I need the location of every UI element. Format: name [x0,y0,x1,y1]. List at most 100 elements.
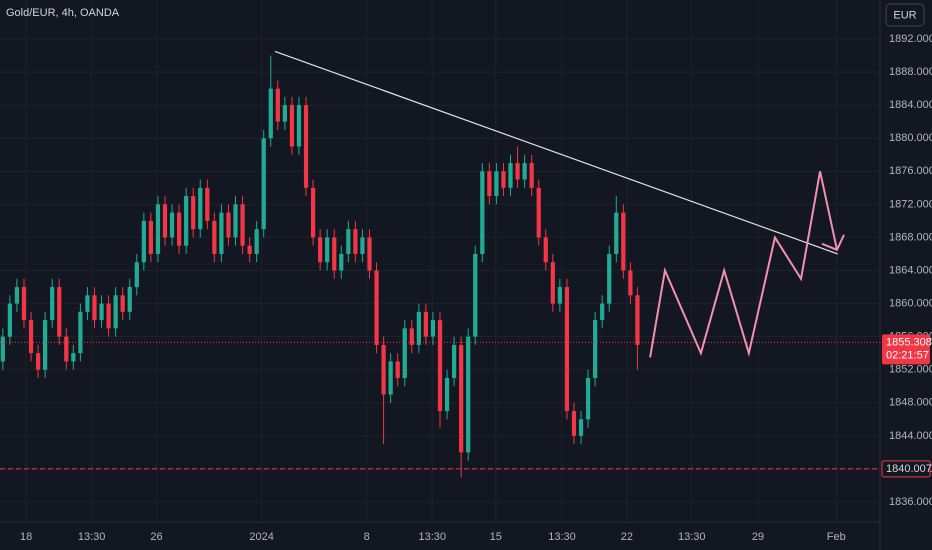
y-tick-label: 1848.000 [889,397,932,409]
candle-body [254,229,259,254]
candle-body [367,237,372,271]
last-price-label: 1855.308 [886,336,932,348]
support-price-box [881,460,931,478]
candle-body [536,187,541,238]
chart-title: Gold/EUR, 4h, OANDA [6,7,120,19]
y-tick-label: 1892.000 [889,33,932,45]
candle-body [585,377,591,420]
candle-body [621,212,626,271]
candle-body [261,138,266,230]
candle-body [515,163,520,180]
candle-body [282,105,287,122]
candle-body [444,377,450,412]
plot [0,50,880,478]
candle-body [593,320,598,378]
candle-body [21,287,27,321]
candle-body [205,187,210,221]
candle-body [388,361,393,395]
candle-body [219,212,224,254]
candle-body [430,320,436,337]
y-tick-label: 1836.000 [889,496,932,508]
candle-body [501,171,506,188]
candle-body [35,353,41,370]
x-tick-label: 13:30 [78,531,106,543]
candle-body [564,287,570,412]
candle-body [7,303,12,337]
candle-body [176,212,182,246]
candle-body [543,237,548,263]
candle-body [92,295,97,321]
candle-body [437,320,443,412]
candle-body [99,303,104,321]
candle-body [148,220,154,254]
currency-button[interactable] [885,3,925,27]
candle-body [184,196,189,246]
candle-body [78,311,83,354]
candle-body [381,344,386,395]
x-tick-label: 2024 [249,531,273,543]
support-price-label: 1840.007 [886,463,932,475]
candle-body [134,262,139,288]
candle-body [578,419,584,436]
candle-body [71,353,76,362]
forecast-arrowhead [821,234,845,252]
x-tick-label: 8 [364,531,370,543]
candle-body [303,105,309,188]
candle-body [459,344,464,453]
candle-body [480,171,485,254]
y-tick-label: 1884.000 [889,99,932,111]
candle-body [191,196,196,230]
candle-body [402,328,407,378]
x-tick-label: 22 [621,531,633,543]
axes: 1836.0001840.0001844.0001848.0001852.000… [20,33,932,543]
candle-body [64,336,69,362]
candle-body [353,229,358,254]
candle-body [247,245,252,254]
x-tick-label: 18 [20,531,32,543]
candle-body [332,237,337,271]
candle-body [14,287,20,304]
y-tick-label: 1844.000 [889,430,932,442]
candle-body [346,229,351,254]
y-tick-label: 1864.000 [889,264,932,276]
x-tick-label: 13:30 [418,531,446,543]
candle-body [233,204,238,238]
y-tick-label: 1852.000 [889,364,932,376]
candle-body [50,287,55,321]
candle-body [628,270,633,296]
candle-body [473,253,478,337]
candle-body [226,212,231,238]
forecast-path [649,171,838,358]
candle-body [451,344,457,378]
last-price-box [882,334,930,365]
candle-body [600,303,605,321]
trendline [274,50,838,255]
candle-body [635,295,640,345]
currency-label[interactable]: EUR [893,9,916,21]
candle-body [212,220,217,254]
candle-body [275,88,280,122]
candle-body [113,295,118,329]
countdown-label: 02:21:57 [886,349,929,361]
candle-body [550,262,555,304]
candle-body [508,163,513,188]
candle-body [325,237,330,263]
candle-body [374,270,379,345]
candle-body [0,336,5,362]
y-tick-label: 1876.000 [889,165,932,177]
y-tick-label: 1888.000 [889,66,932,78]
candle-body [43,320,48,370]
candle-body [529,163,534,188]
y-tick-label: 1880.000 [889,132,932,144]
candle-body [339,253,344,271]
candle-body [155,204,161,254]
grid [0,0,880,522]
x-tick-label: 13:30 [548,531,576,543]
candle-body [57,287,62,337]
x-tick-label: 13:30 [678,531,706,543]
x-tick-label: Feb [827,531,846,543]
candle-body [494,171,499,197]
candle-body [571,411,577,436]
